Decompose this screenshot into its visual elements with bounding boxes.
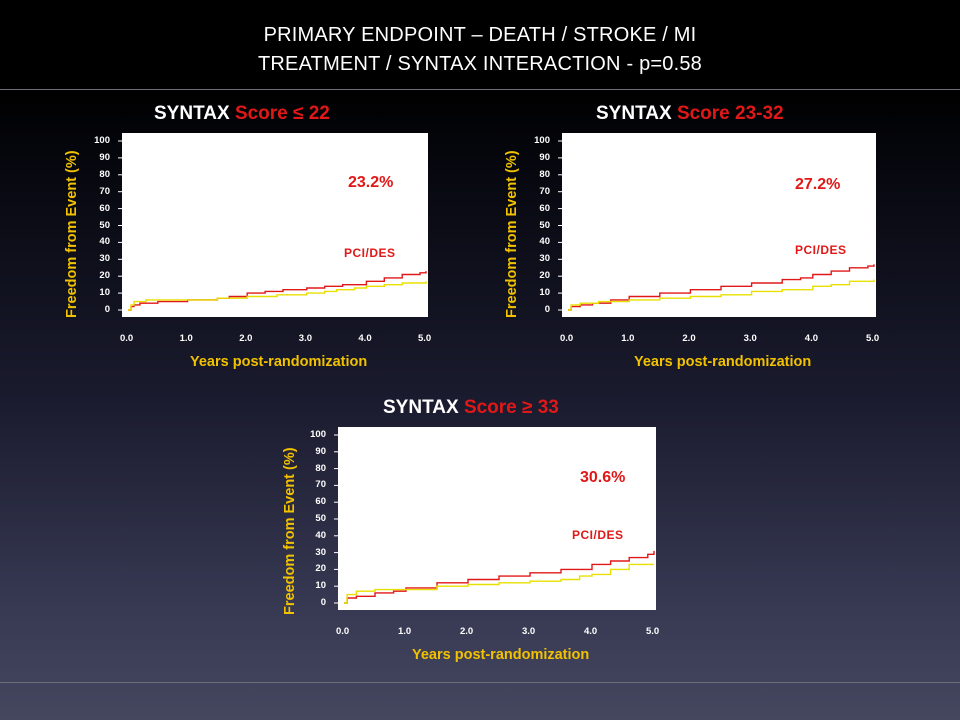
slide-title-line-1: PRIMARY ENDPOINT – DEATH / STROKE / MI [263,24,697,46]
y-tick-label: 20 [99,270,110,282]
chart-title: SYNTAX Score 23-32 [596,103,784,124]
km-curves [558,140,875,311]
y-tick-label: 10 [315,580,326,592]
header-band [0,0,960,90]
x-tick-label: 1.0 [179,333,193,344]
cabg-series-label: CABG [364,291,402,305]
km-curves [118,140,427,311]
x-tick-label: 1.0 [621,333,635,344]
y-tick-label: 60 [315,496,326,508]
cabg-series-label: CABG [586,579,624,593]
y-axis-label: Freedom from Event (%) [504,150,520,318]
cabg-curve [568,279,875,311]
slide-title-line-2: TREATMENT / SYNTAX INTERACTION - p=0.58 [258,53,702,75]
y-tick-label: 80 [315,462,326,474]
pci-rate: 30.6% [580,469,626,486]
pci-series-label: PCI/DES [344,246,396,260]
x-tick-label: 0.0 [120,333,134,344]
chart-panel-score-le-22: SYNTAX Score ≤ 22 (N=669) Freedom from E… [64,103,431,370]
y-tick-label: 10 [99,287,110,299]
y-tick-label: 90 [315,445,326,457]
y-tick-label: 20 [315,563,326,575]
pci-des-curve [568,264,875,311]
event-rates-label: 5-Year Event Rates: [146,176,282,192]
y-tick-label: 80 [99,168,110,180]
km-curves [334,434,655,604]
cabg-rate: 17.7% [795,203,841,220]
pci-des-curve [344,550,655,604]
y-tick-label: 50 [315,513,326,524]
x-tick-label: 5.0 [418,333,432,344]
x-tick-label: 3.0 [522,626,536,637]
event-rates-label: 5-Year Event Rates: [368,470,504,486]
y-tick-label: 70 [539,185,550,197]
y-tick-label: 30 [539,253,550,265]
x-axis-label: Years post-randomization [634,354,812,370]
header-divider [0,89,960,90]
y-tick-label: 30 [99,253,110,265]
y-tick-label: 50 [99,219,110,231]
x-tick-label: 2.0 [682,333,696,344]
y-tick-label: 20 [539,270,550,282]
x-tick-label: 3.0 [298,333,313,344]
chart-title: SYNTAX Score ≤ 22 [154,103,330,124]
cabg-rate: 22.8% [583,496,629,513]
y-axis-label: Freedom from Event (%) [282,447,298,615]
y-tick-label: 90 [99,151,110,163]
y-tick-label: 60 [539,202,550,214]
y-tick-label: 100 [310,429,326,440]
chart-subtitle: (N=669) [220,135,290,156]
y-tick-label: 40 [99,236,110,248]
y-tick-label: 0 [320,597,326,608]
chart-panel-score-ge-33: SYNTAX Score ≥ 33 (N=374) Freedom from E… [282,397,659,663]
footer-divider [0,682,960,683]
y-tick-label: 70 [99,185,110,197]
chart-panel-score-23-32: SYNTAX Score 23-32 (N=844) Freedom from … [504,103,879,370]
event-rates-label: 5-Year Event Rates: [590,177,726,193]
x-tick-label: 5.0 [646,626,660,637]
chart-subtitle: (N=844) [668,135,738,156]
x-tick-label: 5.0 [866,333,880,344]
x-tick-label: 4.0 [358,333,372,344]
x-tick-label: 4.0 [804,333,819,344]
y-tick-label: 0 [544,304,550,315]
x-tick-label: 3.0 [743,333,757,344]
pci-series-label: PCI/DES [572,528,624,542]
pci-series-label: PCI/DES [795,243,847,257]
y-tick-label: 60 [99,202,110,214]
y-tick-label: 70 [315,479,326,491]
y-tick-label: 30 [315,546,326,558]
y-tick-label: 40 [315,529,326,541]
cabg-rate: 17.2% [350,200,396,217]
y-tick-label: 0 [104,304,110,315]
y-tick-label: 100 [534,135,550,146]
x-tick-label: 1.0 [398,626,412,637]
y-tick-label: 80 [539,168,550,180]
cabg-curve [344,563,654,604]
chart-subtitle: (N=374) [446,429,516,450]
pci-rate: 23.2% [348,174,394,191]
y-tick-label: 50 [539,219,550,231]
x-tick-label: 0.0 [336,626,350,637]
y-tick-label: 90 [539,151,550,163]
x-tick-label: 4.0 [584,626,598,637]
pci-des-curve [128,271,427,311]
y-axis-label: Freedom from Event (%) [64,150,80,318]
y-tick-label: 40 [539,236,550,248]
x-axis-label: Years post-randomization [190,354,368,370]
x-axis-label: Years post-randomization [412,647,590,663]
x-tick-label: 0.0 [560,333,574,344]
cabg-curve [128,281,427,311]
chart-title: SYNTAX Score ≥ 33 [383,397,559,418]
cabg-series-label: CABG [814,290,852,304]
y-tick-label: 100 [94,135,110,146]
x-tick-label: 2.0 [460,626,474,637]
pci-rate: 27.2% [795,176,841,193]
x-tick-label: 2.0 [239,333,253,344]
y-tick-label: 10 [539,287,550,299]
